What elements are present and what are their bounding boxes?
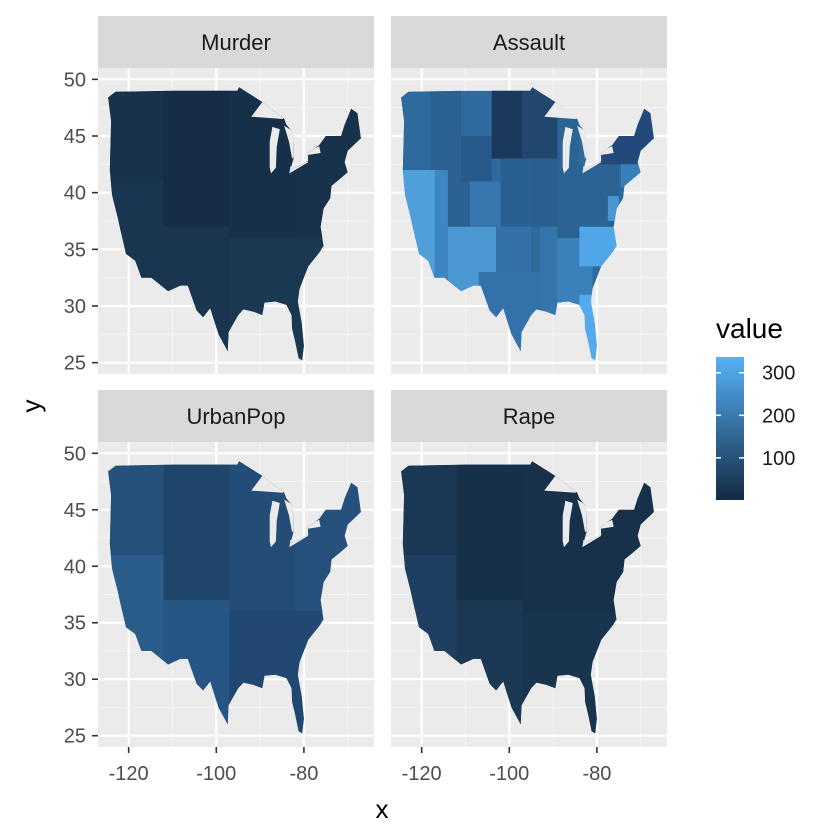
legend-title: value <box>716 313 783 344</box>
x-tick-label: -100 <box>489 763 529 785</box>
lake <box>599 146 614 156</box>
y-tick-label: 45 <box>64 126 86 148</box>
lake <box>269 500 280 548</box>
lake <box>599 519 614 529</box>
state-region <box>434 170 448 284</box>
x-tick-label: -80 <box>289 763 318 785</box>
y-tick-label: 30 <box>64 296 86 318</box>
lake <box>562 500 573 548</box>
facet-strip <box>98 16 374 68</box>
facet-strip <box>98 390 374 442</box>
lake <box>562 126 573 174</box>
lake <box>306 146 321 156</box>
lake <box>544 98 578 119</box>
state-region <box>500 158 532 227</box>
y-tick-label: 25 <box>64 353 86 375</box>
facet-strip <box>391 390 667 442</box>
lake <box>306 519 321 529</box>
x-tick-label: -80 <box>582 763 611 785</box>
state-region <box>163 461 230 601</box>
state-region <box>539 226 562 318</box>
state-region <box>469 181 501 227</box>
state-region <box>401 461 457 555</box>
facet-strip-label: UrbanPop <box>186 404 285 429</box>
state-region <box>108 87 164 182</box>
state-region <box>496 226 532 272</box>
state-region <box>430 87 462 170</box>
y-axis-title: y <box>16 400 46 413</box>
facet-panel-murder: Murder <box>98 16 374 374</box>
facet-panel-urbanpop: UrbanPop <box>98 390 374 747</box>
legend-tick-label: 100 <box>762 448 795 470</box>
legend-tick-label: 300 <box>762 363 795 385</box>
facet-panel-assault: Assault <box>391 16 667 374</box>
facet-strip-label: Rape <box>503 404 556 429</box>
state-region <box>531 158 558 227</box>
state-region <box>461 136 492 182</box>
y-tick-label: 30 <box>64 669 86 691</box>
state-region <box>607 196 619 221</box>
facet-strip-label: Assault <box>493 30 565 55</box>
x-tick-label: -100 <box>196 763 236 785</box>
y-tick-label: 35 <box>64 239 86 261</box>
y-tick-label: 40 <box>64 183 86 205</box>
lake <box>544 472 578 493</box>
state-region <box>447 170 470 227</box>
x-axis-title: x <box>376 794 389 824</box>
legend-colorbar <box>716 357 744 500</box>
facet-strip-label: Murder <box>201 30 271 55</box>
lake <box>269 126 280 174</box>
facet-panel-rape: Rape <box>391 390 667 747</box>
y-tick-label: 25 <box>64 726 86 748</box>
legend: value 100 200 300 <box>716 313 795 500</box>
x-tick-label: -120 <box>402 763 442 785</box>
facet-strip <box>391 16 667 68</box>
y-tick-label: 40 <box>64 556 86 578</box>
y-tick-label: 50 <box>64 443 86 465</box>
state-region <box>456 461 523 601</box>
state-region <box>401 87 431 170</box>
y-tick-label: 35 <box>64 613 86 635</box>
state-region <box>108 461 164 555</box>
x-tick-label: -120 <box>109 763 149 785</box>
legend-tick-label: 200 <box>762 405 795 427</box>
lake <box>251 472 285 493</box>
lake <box>251 98 285 119</box>
y-tick-label: 45 <box>64 500 86 522</box>
state-region <box>163 87 230 227</box>
state-region <box>491 87 523 159</box>
y-tick-label: 50 <box>64 69 86 91</box>
